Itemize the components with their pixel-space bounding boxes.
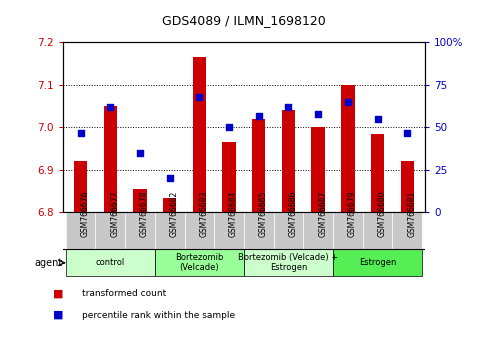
Point [196,94,203,100]
Bar [303,212,333,249]
Bar [185,212,214,249]
Bar [96,212,125,249]
Text: GDS4089 / ILMN_1698120: GDS4089 / ILMN_1698120 [162,14,326,27]
Point [314,111,322,117]
Point [403,130,411,135]
Text: GSM766678: GSM766678 [140,190,149,237]
Bar [155,249,244,276]
Point [77,130,85,135]
Bar [273,212,303,249]
Text: control: control [96,258,125,267]
Bar [214,212,244,249]
Bar [312,127,325,212]
Point [255,113,263,118]
Bar [163,198,176,212]
Point [374,116,382,122]
Bar [400,161,414,212]
Bar [193,57,206,212]
Bar [155,212,185,249]
Bar [125,212,155,249]
Text: GSM766679: GSM766679 [348,190,357,237]
Text: GSM766686: GSM766686 [288,190,298,237]
Text: GSM766684: GSM766684 [229,190,238,237]
Bar [333,249,422,276]
Text: ■: ■ [53,289,64,299]
Text: GSM766680: GSM766680 [378,190,386,237]
Bar [104,106,117,212]
Bar [66,212,96,249]
Point [225,125,233,130]
Bar [282,110,295,212]
Text: GSM766687: GSM766687 [318,190,327,237]
Bar [133,189,147,212]
Text: GSM766683: GSM766683 [199,190,208,237]
Bar [363,212,392,249]
Text: Estrogen: Estrogen [359,258,396,267]
Bar [392,212,422,249]
Text: GSM766677: GSM766677 [110,190,119,237]
Bar [244,212,273,249]
Bar [252,119,266,212]
Text: Bortezomib
(Velcade): Bortezomib (Velcade) [175,253,224,273]
Bar [66,249,155,276]
Text: GSM766685: GSM766685 [259,190,268,237]
Bar [341,85,355,212]
Bar [333,212,363,249]
Bar [244,249,333,276]
Text: agent: agent [35,258,63,268]
Text: transformed count: transformed count [82,289,166,298]
Text: GSM766676: GSM766676 [81,190,90,237]
Bar [74,161,87,212]
Text: GSM766682: GSM766682 [170,190,179,237]
Bar [222,142,236,212]
Text: ■: ■ [53,310,64,320]
Point [136,150,144,156]
Point [106,104,114,110]
Text: GSM766681: GSM766681 [407,190,416,237]
Point [284,104,292,110]
Bar [371,134,384,212]
Point [344,99,352,105]
Point [166,176,173,181]
Text: percentile rank within the sample: percentile rank within the sample [82,310,235,320]
Text: Bortezomib (Velcade) +
Estrogen: Bortezomib (Velcade) + Estrogen [239,253,339,273]
